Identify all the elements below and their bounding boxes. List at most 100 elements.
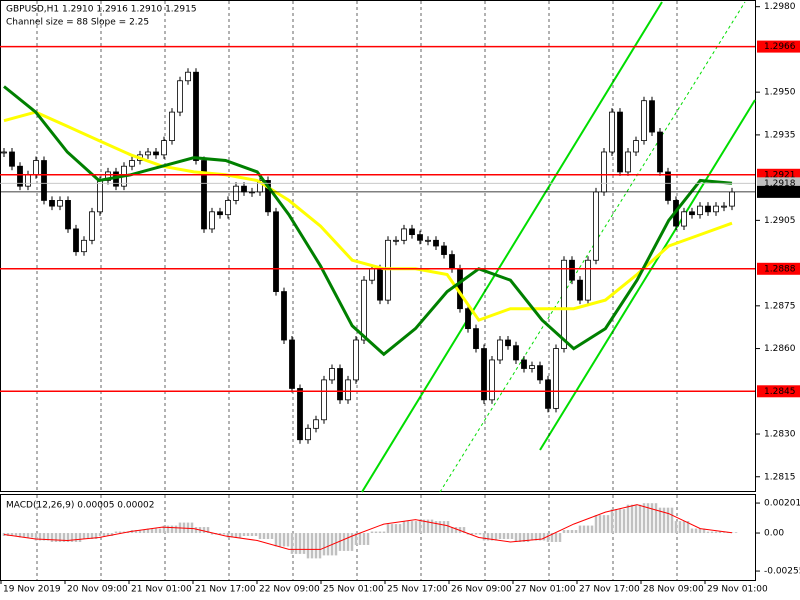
candle-body [17, 165, 23, 187]
time-label: 22 Nov 09:00 [259, 585, 320, 595]
candle-body [585, 259, 591, 301]
level-label-box [757, 385, 800, 398]
candle-body [185, 71, 191, 82]
candle-body [177, 80, 183, 113]
candle-body [281, 291, 287, 341]
candle-body [705, 205, 711, 213]
candle-body [681, 211, 687, 227]
candle-body [649, 100, 655, 133]
macd-signal [3, 504, 733, 550]
candle-body [593, 191, 599, 261]
candle-body [561, 259, 567, 349]
candle-body [105, 171, 111, 181]
level-label-box [757, 40, 800, 53]
candle-body [625, 151, 631, 173]
candle-body [665, 171, 671, 201]
y-tick-label: 1.2875 [764, 301, 796, 311]
level-label: 1.2918 [764, 179, 796, 189]
candle-body [297, 388, 303, 441]
candle-body [609, 111, 615, 153]
candle-body [361, 279, 367, 341]
candle-body [393, 239, 399, 242]
moving-average [3, 110, 733, 322]
candle-body [217, 211, 223, 216]
candle-body [369, 268, 375, 281]
level-label: 1.2845 [764, 387, 796, 397]
y-tick-label: 1.2980 [764, 2, 796, 12]
candle-body [193, 71, 199, 161]
candle-body [201, 160, 207, 230]
candle-body [505, 339, 511, 347]
candle-body [273, 211, 279, 292]
time-label: 21 Nov 01:00 [131, 585, 192, 595]
y-tick-label: 0.00201 [764, 499, 800, 509]
y-tick-label: 1.2830 [764, 430, 796, 440]
y-tick-label: -0.00255 [764, 567, 800, 577]
candle-body [425, 239, 431, 242]
time-label: 27 Nov 01:00 [515, 585, 576, 595]
candle-body [657, 131, 663, 173]
candle-body [697, 205, 703, 216]
candle-body [441, 245, 447, 255]
time-label: 20 Nov 09:00 [67, 585, 128, 595]
y-tick-label: 1.2815 [764, 472, 796, 482]
time-label: 19 Nov 2019 [3, 585, 61, 595]
level-label: 1.2915 [764, 187, 796, 197]
candle-body [729, 191, 735, 207]
moving-average [3, 85, 733, 357]
candle-body [65, 200, 71, 230]
candle-body [49, 200, 55, 207]
candle-body [465, 308, 471, 330]
candle-body [433, 239, 439, 247]
macd-panel-frame [0, 494, 756, 581]
candle-body [169, 111, 175, 141]
candle-body [449, 254, 455, 270]
candle-body [329, 368, 335, 381]
candle-body [489, 359, 495, 401]
candle-body [241, 185, 247, 193]
candle-body [41, 160, 47, 201]
candle-body [409, 228, 415, 236]
candle-body [233, 185, 239, 201]
candle-body [601, 151, 607, 193]
level-label: 1.2921 [764, 170, 796, 180]
level-label: 1.2888 [764, 264, 796, 274]
candle-body [721, 205, 727, 208]
candle-body [33, 160, 39, 176]
candle-body [209, 211, 215, 230]
candle-body [321, 379, 327, 421]
time-label: 26 Nov 09:00 [451, 585, 512, 595]
candle-body [537, 365, 543, 381]
time-label: 25 Nov 17:00 [387, 585, 448, 595]
candle-body [521, 359, 527, 369]
candle-body [529, 365, 535, 369]
candle-body [617, 111, 623, 173]
macd-title: MACD(12,26,9) 0.00005 0.00002 [6, 501, 155, 511]
channel-upper [361, 1, 663, 493]
candle-body [353, 339, 359, 381]
candle-body [513, 345, 519, 361]
candle-body [553, 348, 559, 409]
candle-body [569, 259, 575, 281]
y-tick-label: 1.2860 [764, 344, 796, 354]
time-label: 29 Nov 01:00 [707, 585, 768, 595]
channel-info: Channel size = 88 Slope = 2.25 [6, 18, 149, 28]
time-label: 28 Nov 09:00 [643, 585, 704, 595]
candle-body [337, 368, 343, 401]
candle-body [289, 339, 295, 389]
candle-body [689, 211, 695, 216]
candle-body [377, 268, 383, 301]
candle-body [497, 339, 503, 361]
level-label: 1.2966 [764, 42, 796, 52]
candle-body [129, 160, 135, 167]
y-tick-label: 1.2905 [764, 216, 796, 226]
level-label-box [757, 185, 800, 198]
candle-body [545, 379, 551, 409]
time-label: 21 Nov 17:00 [195, 585, 256, 595]
y-tick-label: 1.2950 [764, 88, 796, 98]
time-label: 25 Nov 01:00 [323, 585, 384, 595]
candle-body [481, 348, 487, 401]
candle-body [305, 427, 311, 441]
